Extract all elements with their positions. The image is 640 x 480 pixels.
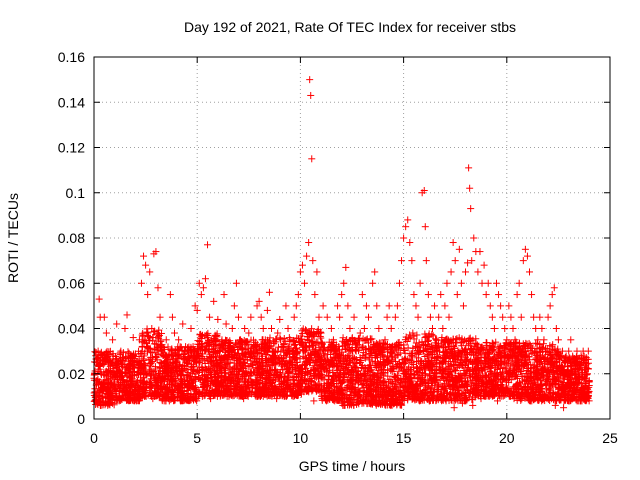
data-point: [101, 401, 109, 409]
data-point: [390, 372, 398, 380]
data-point: [368, 335, 376, 343]
data-point: [91, 358, 99, 366]
data-point: [95, 363, 103, 371]
data-point: [103, 392, 111, 400]
data-point: [102, 356, 110, 364]
chart-title: Day 192 of 2021, Rate Of TEC Index for r…: [184, 19, 516, 35]
data-point: [98, 383, 106, 391]
data-point: [92, 400, 100, 408]
data-point: [91, 348, 99, 356]
data-points-layer: [90, 76, 593, 412]
data-point: [98, 359, 106, 367]
data-point: [197, 330, 205, 338]
data-point: [107, 399, 115, 407]
data-point: [145, 333, 153, 341]
data-point: [104, 366, 112, 374]
data-point: [101, 352, 109, 360]
data-point: [111, 386, 119, 394]
data-point: [403, 337, 411, 345]
